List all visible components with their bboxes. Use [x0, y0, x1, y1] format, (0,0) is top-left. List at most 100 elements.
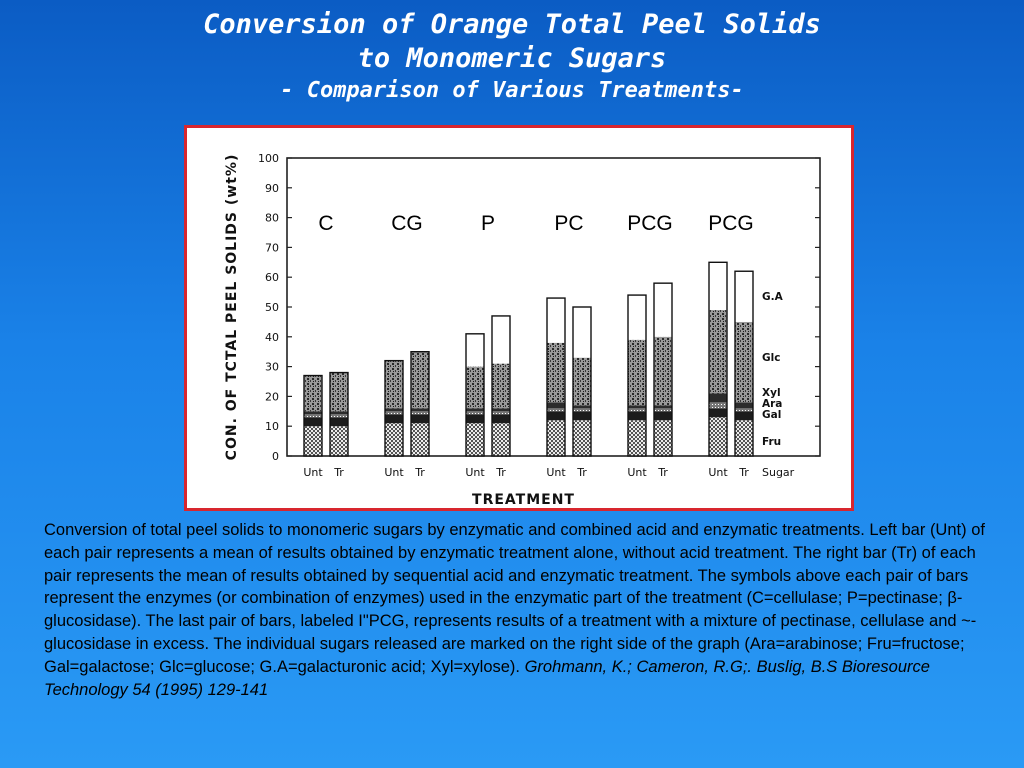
y-tick-label: 60 — [265, 271, 279, 284]
bar-segment-glc — [330, 372, 348, 412]
bar-segment-xyl — [573, 405, 591, 409]
bar-segment-glc — [709, 309, 727, 394]
bar-segment-ga — [735, 271, 753, 322]
group-label: C — [318, 212, 333, 235]
bar-segment-xyl — [304, 411, 322, 415]
bar-segment-ara — [466, 411, 484, 415]
legend-ga: G.A — [762, 291, 784, 303]
y-tick-label: 30 — [265, 361, 279, 374]
bar-label: Unt — [465, 466, 485, 479]
bar-segment-xyl — [654, 405, 672, 409]
y-tick-label: 40 — [265, 331, 279, 344]
y-tick-label: 20 — [265, 390, 279, 403]
bar-segment-xyl — [466, 408, 484, 412]
sugar-axis-label: Sugar — [762, 466, 795, 479]
bar-outline — [491, 315, 511, 457]
slide-title-line-2: to Monomeric Sugars — [357, 43, 667, 74]
bar-outline — [734, 270, 754, 457]
bar-segment-fru — [735, 420, 753, 456]
bar-segment-xyl — [492, 408, 510, 412]
bar-segment-xyl — [709, 393, 727, 403]
bar-label: Tr — [738, 466, 749, 479]
slide-title-line-1: Conversion of Orange Total Peel Solids — [203, 9, 821, 40]
y-tick-label: 0 — [272, 450, 279, 463]
bar-segment-gal — [411, 414, 429, 424]
group-label: PCG — [627, 212, 673, 235]
bar-segment-ga — [573, 307, 591, 358]
bar-segment-xyl — [330, 411, 348, 415]
group-label: PC — [554, 212, 583, 235]
y-tick-label: 100 — [258, 152, 279, 165]
bar-segment-glc — [735, 321, 753, 403]
bar-outline — [329, 371, 349, 457]
bar-label: Tr — [576, 466, 587, 479]
bar-segment-fru — [330, 426, 348, 456]
bar-segment-gal — [628, 411, 646, 421]
legend-ara: Ara — [762, 398, 782, 410]
bar-segment-ara — [492, 411, 510, 415]
bar-segment-glc — [466, 366, 484, 409]
legend-glc: Glc — [762, 352, 780, 364]
bar-segment-gal — [654, 411, 672, 421]
bar-segment-ara — [573, 408, 591, 412]
bar-outline — [627, 294, 647, 457]
bar-label: Tr — [657, 466, 668, 479]
y-tick-label: 80 — [265, 212, 279, 225]
bar-segment-ga — [709, 262, 727, 310]
bar-segment-glc — [304, 375, 322, 412]
bar-label: Tr — [333, 466, 344, 479]
bar-segment-xyl — [411, 408, 429, 412]
bar-segment-xyl — [385, 408, 403, 412]
bar-label: Unt — [546, 466, 566, 479]
legend-gal: Gal — [762, 409, 781, 421]
bar-outline — [303, 374, 323, 457]
caption-text: Conversion of total peel solids to monom… — [44, 521, 985, 676]
bar-outline — [653, 282, 673, 457]
bar-segment-gal — [492, 414, 510, 424]
legend-xyl: Xyl — [762, 387, 781, 399]
bar-segment-ga — [492, 315, 510, 364]
bar-segment-glc — [573, 357, 591, 406]
bar-segment-glc — [385, 360, 403, 409]
y-axis-label: CON. OF TCTAL PEEL SOLIDS (wt%) — [224, 154, 240, 461]
x-axis-label: TREATMENT — [472, 492, 575, 508]
bar-segment-fru — [573, 420, 591, 456]
bar-label: Tr — [495, 466, 506, 479]
bar-label: Unt — [384, 466, 404, 479]
bar-segment-gal — [573, 411, 591, 421]
bar-segment-glc — [628, 339, 646, 406]
bar-segment-gal — [735, 411, 753, 421]
bar-outline — [384, 359, 404, 457]
group-label: CG — [391, 212, 423, 235]
bar-segment-fru — [304, 426, 322, 456]
bar-segment-ga — [654, 283, 672, 337]
bar-outline — [465, 333, 485, 457]
bar-segment-gal — [709, 408, 727, 418]
bar-segment-ara — [385, 411, 403, 415]
bar-segment-ara — [411, 411, 429, 415]
bar-segment-xyl — [628, 405, 646, 409]
stacked-bar-chart: 0 10 20 30 40 50 60 70 80 90 100 CON. OF TCTAL PEEL… — [224, 152, 821, 508]
bar-segment-ara — [654, 408, 672, 412]
bar-segment-fru — [654, 420, 672, 456]
bar-label: Unt — [303, 466, 323, 479]
bar-segment-ara — [330, 414, 348, 418]
bar-outline — [708, 261, 728, 457]
chart-frame: 0 10 20 30 40 50 60 70 80 90 100 CON. OF TCTAL PEEL… — [184, 125, 854, 511]
bar-segment-xyl — [547, 402, 565, 409]
bar-segment-ga — [547, 298, 565, 343]
bar-segment-fru — [628, 420, 646, 456]
bar-label: Unt — [627, 466, 647, 479]
y-tick-label: 70 — [265, 241, 279, 254]
bar-segment-glc — [547, 342, 565, 403]
bar-segment-ga — [466, 333, 484, 367]
bar-segment-gal — [304, 417, 322, 427]
slide-subtitle: - Comparison of Various Treatments- — [280, 78, 744, 103]
bar-segment-fru — [547, 420, 565, 456]
bar-outline — [572, 306, 592, 457]
y-tick-label: 50 — [265, 301, 279, 314]
figure-caption: Conversion of total peel solids to monom… — [44, 519, 994, 701]
bar-segment-fru — [466, 423, 484, 456]
bar-label: Unt — [708, 466, 728, 479]
citation: Grohmann, K.; Cameron, R.G;. Buslig, B.S… — [44, 657, 930, 699]
